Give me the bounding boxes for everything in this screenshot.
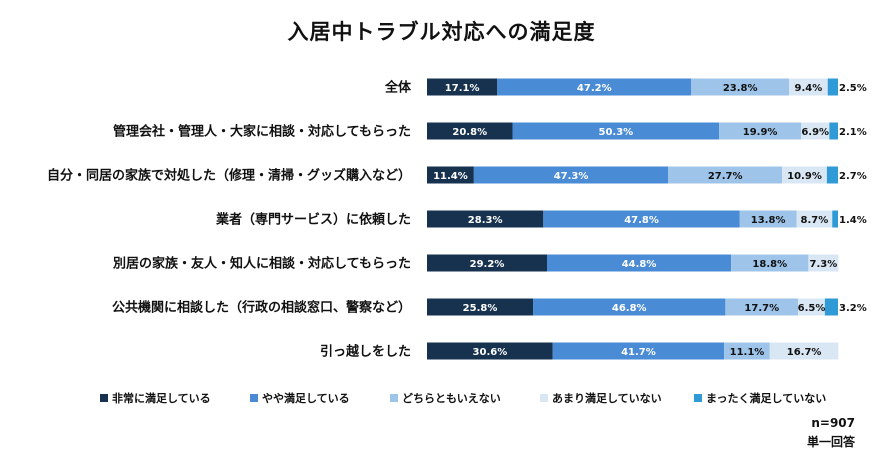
data-label: 47.8% xyxy=(624,215,659,226)
category-label: 公共機関に相談した（行政の相談窓口、警察など） xyxy=(112,300,411,316)
legend-item-very-satisfied: 非常に満足している xyxy=(100,390,211,406)
bar-segment xyxy=(798,298,825,316)
data-label: 9.4% xyxy=(795,83,823,94)
bar-segment xyxy=(497,78,692,96)
data-label: 29.2% xyxy=(470,259,505,270)
data-label: 30.6% xyxy=(473,347,508,358)
data-label: 41.7% xyxy=(621,347,656,358)
data-label: 10.9% xyxy=(787,171,822,182)
data-label: 13.8% xyxy=(751,215,786,226)
data-label: 2.7% xyxy=(839,171,867,182)
bar-segment xyxy=(543,210,740,228)
bar-segment xyxy=(691,78,790,96)
data-label: 2.5% xyxy=(839,83,867,94)
bar-segment xyxy=(829,122,838,140)
data-label: 11.1% xyxy=(730,347,765,358)
bar-segment xyxy=(782,166,827,184)
bar-segment xyxy=(796,210,833,228)
data-label: 16.7% xyxy=(787,347,822,358)
legend-label: 非常に満足している xyxy=(112,392,211,405)
bar-segment xyxy=(512,122,720,140)
data-label: 1.4% xyxy=(839,215,867,226)
bar-segment xyxy=(739,210,797,228)
legend-label: やや満足している xyxy=(262,392,350,405)
data-label: 44.8% xyxy=(622,259,657,270)
bar-segment xyxy=(473,166,669,184)
bar-segment xyxy=(547,254,732,272)
bar-segment xyxy=(719,122,802,140)
legend-swatch xyxy=(390,394,398,402)
legend: 非常に満足している やや満足している どちらともいえない あまり満足していない … xyxy=(100,390,860,406)
data-label: 17.1% xyxy=(445,83,480,94)
legend-label: どちらともいえない xyxy=(402,392,501,405)
category-label: 自分・同居の家族で対処した（修理・清掃・グッズ購入など） xyxy=(47,168,411,184)
bar-segment xyxy=(427,166,474,184)
bar-segment xyxy=(724,342,770,360)
bar-segment xyxy=(725,298,799,316)
data-label: 25.8% xyxy=(463,303,498,314)
legend-item-somewhat-dissatisfied: あまり満足していない xyxy=(540,390,662,406)
data-label: 17.7% xyxy=(744,303,779,314)
data-label: 3.2% xyxy=(839,303,867,314)
category-label: 別居の家族・友人・知人に相談・対応してもらった xyxy=(112,256,411,272)
data-label: 47.3% xyxy=(554,171,589,182)
bar-segment xyxy=(427,254,548,272)
data-label: 8.7% xyxy=(801,215,829,226)
data-label: 11.4% xyxy=(433,171,468,182)
data-label: 6.9% xyxy=(801,127,829,138)
data-label: 7.3% xyxy=(810,259,838,270)
bar-segment xyxy=(789,78,828,96)
category-label: 管理会社・管理人・大家に相談・対応してもらった xyxy=(113,124,411,140)
bar-segment xyxy=(427,342,553,360)
chart-title: 入居中トラブル対応への満足度 xyxy=(287,20,596,44)
bar-segment xyxy=(731,254,809,272)
sample-size-note: n=907 xyxy=(811,416,855,430)
legend-swatch xyxy=(540,394,548,402)
legend-swatch xyxy=(250,394,258,402)
bar-segment xyxy=(533,298,726,316)
data-label: 27.7% xyxy=(708,171,743,182)
data-label: 47.2% xyxy=(577,83,612,94)
bar-segment xyxy=(427,122,513,140)
data-label: 20.8% xyxy=(452,127,487,138)
legend-swatch xyxy=(100,394,108,402)
category-label: 引っ越しをした xyxy=(320,344,411,360)
bar-segment xyxy=(826,166,838,184)
bar-segment xyxy=(832,210,838,228)
bar-segment xyxy=(808,254,839,272)
data-label: 28.3% xyxy=(468,215,503,226)
bar-segment xyxy=(827,78,838,96)
bar-segment xyxy=(824,298,838,316)
data-label: 23.8% xyxy=(723,83,758,94)
bar-segment xyxy=(427,298,534,316)
bar-segment xyxy=(552,342,725,360)
bar-segment xyxy=(769,342,839,360)
bar-segment xyxy=(427,78,498,96)
bar-segment xyxy=(427,210,544,228)
legend-item-neutral: どちらともいえない xyxy=(390,390,501,406)
data-label: 6.5% xyxy=(798,303,826,314)
data-label: 19.9% xyxy=(743,127,778,138)
answer-type-note: 単一回答 xyxy=(806,435,855,449)
legend-item-somewhat-satisfied: やや満足している xyxy=(250,390,350,406)
category-label: 業者（専門サービス）に依頼した xyxy=(215,212,411,228)
legend-label: あまり満足していない xyxy=(552,392,662,405)
legend-swatch xyxy=(694,394,702,402)
legend-label: まったく満足していない xyxy=(706,392,827,405)
data-label: 50.3% xyxy=(599,127,634,138)
category-label: 全体 xyxy=(384,80,412,96)
data-label: 46.8% xyxy=(612,303,647,314)
bar-segment xyxy=(668,166,783,184)
data-label: 2.1% xyxy=(839,127,867,138)
bar-segment xyxy=(801,122,830,140)
legend-item-very-dissatisfied: まったく満足していない xyxy=(694,390,826,406)
data-label: 18.8% xyxy=(752,259,787,270)
